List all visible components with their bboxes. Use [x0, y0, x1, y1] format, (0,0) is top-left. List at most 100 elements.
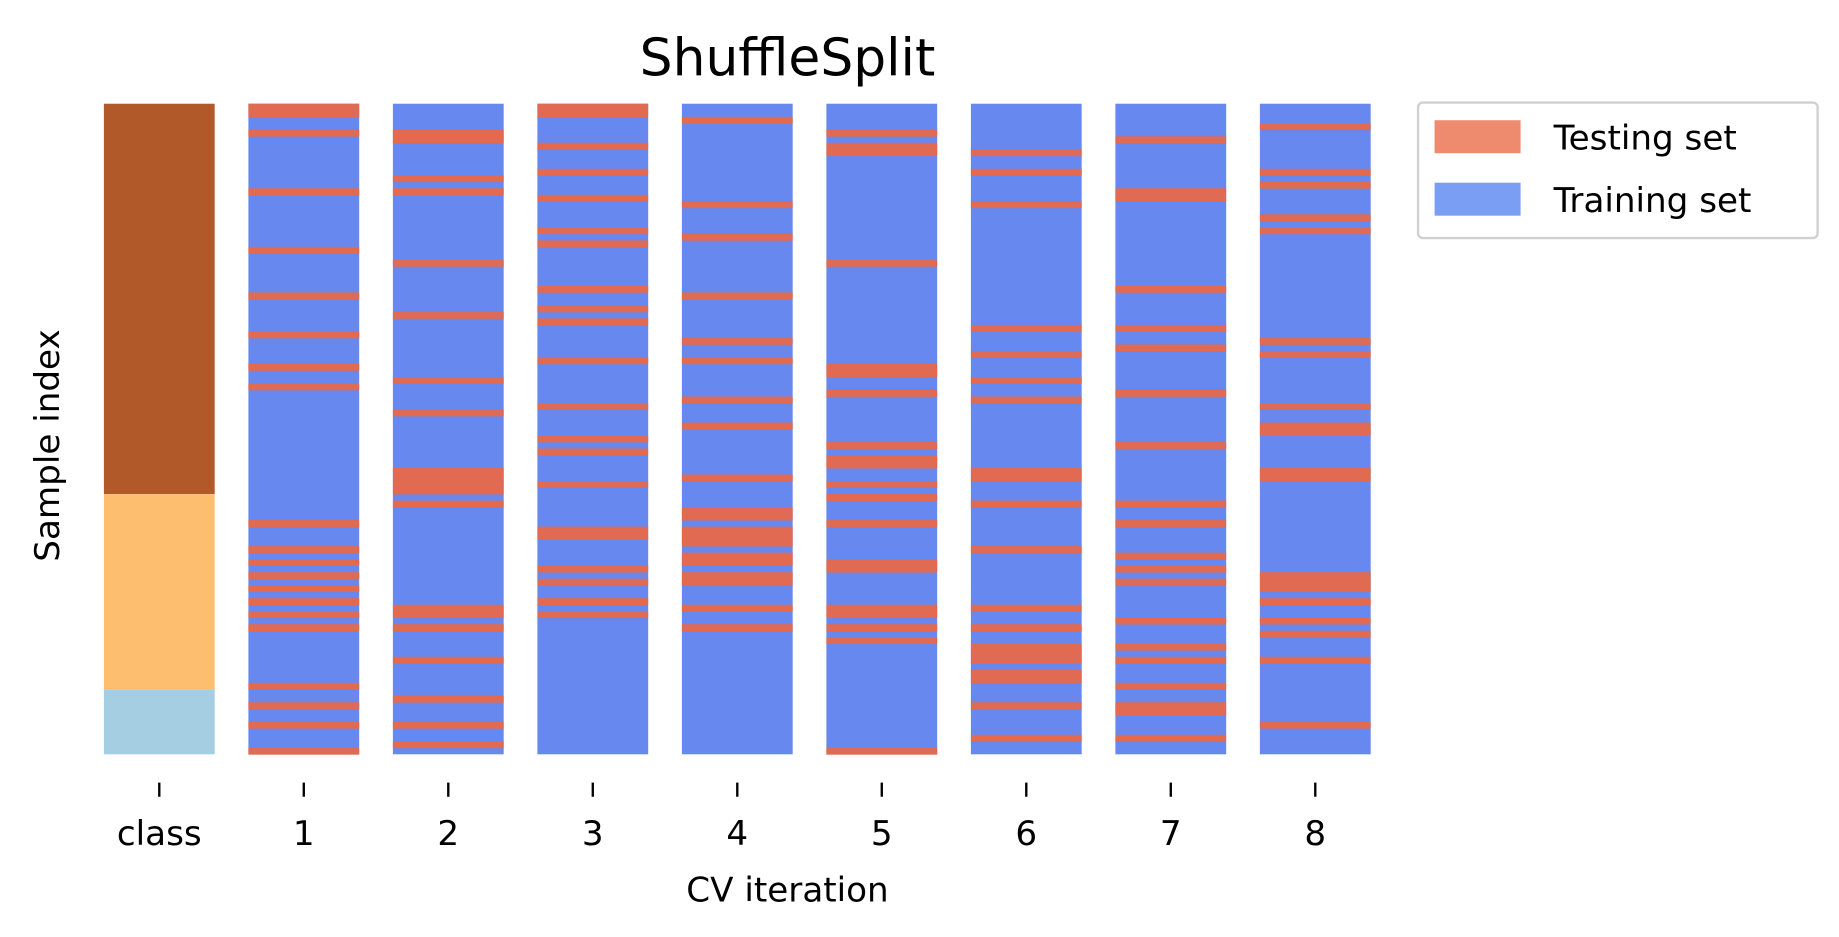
testing-sample-mark	[1259, 721, 1371, 729]
testing-sample-mark	[681, 292, 793, 300]
testing-sample-mark	[970, 702, 1082, 710]
testing-sample-mark	[1115, 643, 1227, 651]
plot-area	[103, 103, 1371, 755]
testing-sample-mark	[1115, 552, 1227, 560]
testing-sample-mark	[248, 702, 360, 710]
testing-sample-mark	[1259, 337, 1371, 345]
testing-sample-mark	[392, 624, 504, 632]
testing-sample-mark	[248, 611, 360, 619]
testing-sample-mark	[826, 611, 938, 619]
testing-sample-mark	[1115, 708, 1227, 716]
legend-swatch-testing	[1434, 120, 1521, 154]
testing-sample-mark	[681, 559, 793, 566]
testing-sample-mark	[826, 363, 938, 371]
testing-sample-mark	[970, 350, 1082, 358]
testing-sample-mark	[970, 643, 1082, 651]
testing-sample-mark	[681, 624, 793, 632]
testing-sample-mark	[248, 129, 360, 137]
testing-sample-mark	[970, 500, 1082, 508]
x-axis: class 1 2 3 4 5 6 7 8	[117, 782, 1326, 854]
testing-sample-mark	[1259, 585, 1371, 593]
testing-sample-mark	[392, 129, 504, 137]
testing-sample-mark	[826, 389, 938, 397]
testing-sample-mark	[826, 624, 938, 632]
testing-sample-mark	[1115, 682, 1227, 690]
testing-sample-mark	[1259, 474, 1371, 482]
testing-sample-mark	[248, 383, 360, 391]
testing-sample-mark	[681, 201, 793, 209]
testing-sample-mark	[681, 422, 793, 430]
testing-sample-mark	[1115, 136, 1227, 144]
testing-sample-mark	[537, 103, 649, 111]
testing-sample-mark	[681, 233, 793, 241]
testing-sample-mark	[1259, 598, 1371, 606]
testing-sample-mark	[1115, 734, 1227, 742]
legend-label-testing: Testing set	[1553, 119, 1737, 159]
testing-sample-mark	[681, 552, 793, 560]
testing-sample-mark	[392, 481, 504, 488]
testing-sample-mark	[681, 337, 793, 345]
testing-sample-mark	[970, 168, 1082, 176]
testing-sample-mark	[826, 149, 938, 157]
testing-sample-mark	[537, 318, 649, 326]
testing-sample-mark	[1259, 572, 1371, 580]
testing-sample-mark	[248, 110, 360, 118]
testing-sample-mark	[392, 376, 504, 384]
testing-sample-mark	[1115, 389, 1227, 397]
testing-sample-mark	[537, 240, 649, 248]
testing-sample-mark	[248, 598, 360, 606]
testing-sample-mark	[826, 461, 938, 469]
testing-sample-mark	[248, 188, 360, 196]
testing-sample-mark	[1115, 702, 1227, 710]
testing-sample-mark	[1115, 520, 1227, 527]
testing-sample-mark	[826, 259, 938, 267]
testing-sample-mark	[681, 513, 793, 521]
cv-iteration-1	[248, 103, 360, 755]
testing-sample-mark	[826, 442, 938, 449]
testing-sample-mark	[537, 357, 649, 365]
testing-sample-mark	[1259, 350, 1371, 358]
testing-sample-mark	[537, 565, 649, 573]
testing-sample-mark	[826, 747, 938, 755]
testing-sample-mark	[537, 194, 649, 202]
testing-sample-mark	[392, 409, 504, 417]
testing-sample-mark	[248, 572, 360, 580]
testing-sample-mark	[248, 624, 360, 632]
testing-sample-mark	[1115, 617, 1227, 625]
testing-sample-mark	[970, 468, 1082, 475]
x-axis-label: CV iteration	[686, 871, 888, 911]
x-tick-label: 2	[437, 814, 459, 854]
testing-sample-mark	[970, 546, 1082, 553]
testing-sample-mark	[537, 435, 649, 443]
testing-sample-mark	[537, 578, 649, 586]
testing-sample-mark	[1259, 422, 1371, 430]
training-set-bar	[826, 103, 938, 755]
legend-swatch-training	[1434, 182, 1521, 216]
testing-sample-mark	[826, 559, 938, 566]
testing-sample-mark	[681, 507, 793, 514]
testing-sample-mark	[392, 474, 504, 482]
testing-sample-mark	[826, 129, 938, 137]
cv-iteration-2	[392, 103, 504, 755]
cv-iteration-5	[826, 103, 938, 755]
testing-sample-mark	[248, 546, 360, 553]
testing-sample-mark	[1115, 344, 1227, 352]
testing-sample-mark	[537, 448, 649, 456]
x-tick-label: 6	[1015, 814, 1037, 854]
testing-sample-mark	[1259, 578, 1371, 586]
x-tick-label: 3	[582, 814, 604, 854]
testing-sample-mark	[1115, 442, 1227, 449]
testing-sample-mark	[537, 227, 649, 235]
testing-sample-mark	[1259, 630, 1371, 638]
testing-sample-mark	[970, 376, 1082, 384]
testing-sample-mark	[392, 741, 504, 749]
testing-sample-mark	[970, 201, 1082, 209]
testing-sample-mark	[392, 175, 504, 183]
testing-sample-mark	[1259, 227, 1371, 235]
testing-sample-mark	[970, 396, 1082, 404]
testing-sample-mark	[681, 116, 793, 124]
testing-sample-mark	[681, 539, 793, 547]
testing-sample-mark	[248, 682, 360, 690]
x-tick-label: 5	[871, 814, 893, 854]
